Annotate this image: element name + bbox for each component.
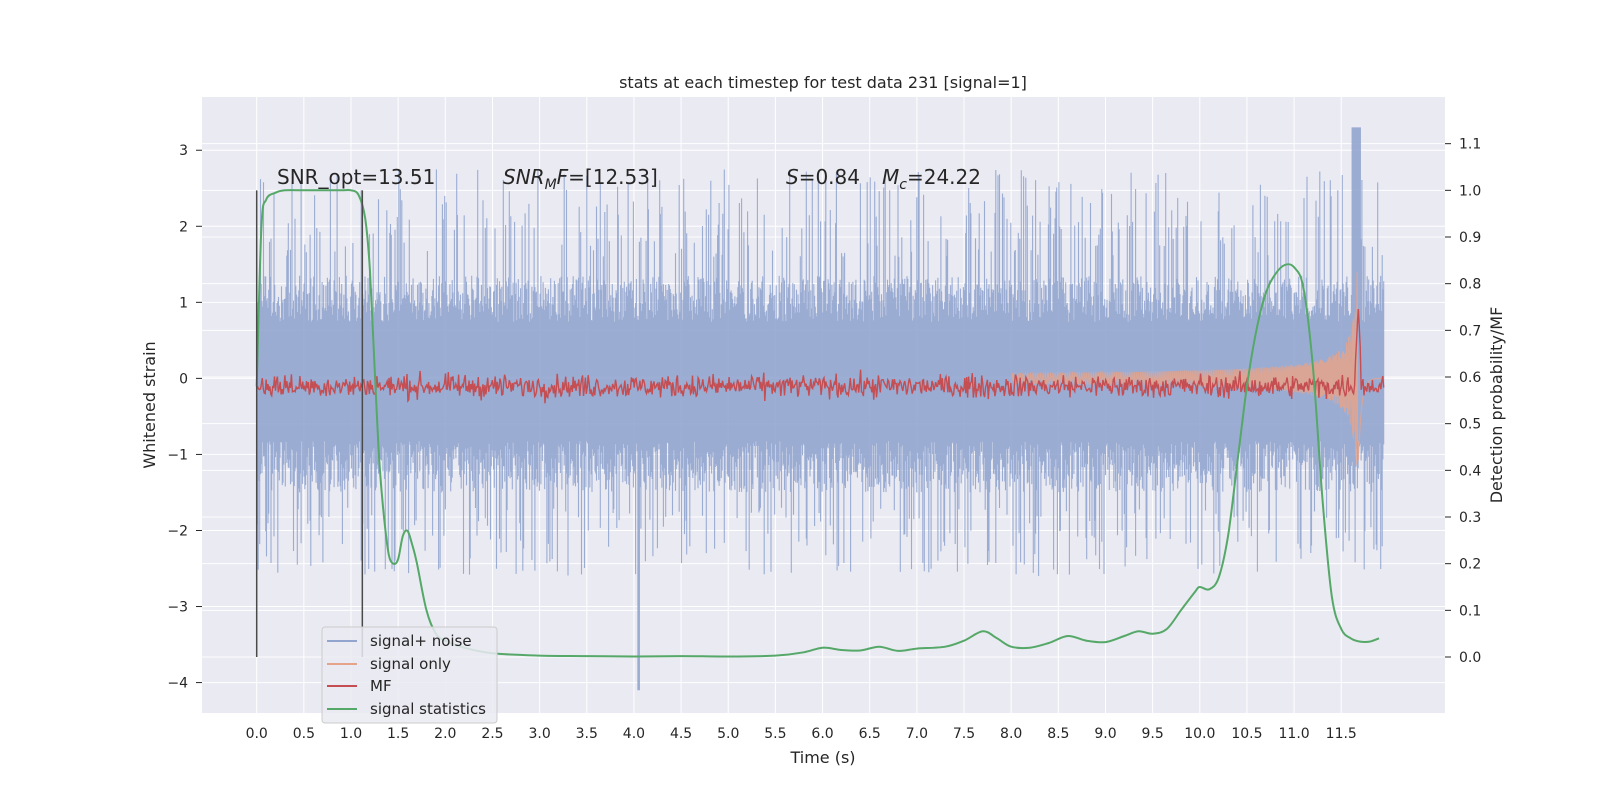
y2-tick-label: 0.1: [1459, 603, 1481, 619]
y-tick-label: −3: [167, 600, 188, 616]
y-tick-label: −1: [167, 447, 188, 463]
y-tick-label: −4: [167, 676, 188, 692]
annotation-s: S=0.84: [786, 165, 860, 189]
x-tick-label: 5.0: [717, 726, 739, 742]
x-tick-label: 1.5: [387, 726, 409, 742]
y2-tick-label: 0.8: [1459, 277, 1481, 293]
y2-axis-ticks: 1.1 1.0 0.9 0.8 0.7 0.6 0.5 0.4 0.3 0.2 0.1 0.0: [1445, 137, 1481, 666]
y-tick-label: −2: [167, 523, 188, 539]
y2-tick-label: 0.5: [1459, 417, 1481, 433]
x-tick-label: 8.0: [1000, 726, 1022, 742]
y-tick-label: 0: [179, 371, 188, 387]
x-tick-label: 0.5: [293, 726, 315, 742]
y2-tick-label: 0.3: [1459, 510, 1481, 526]
x-axis-label: Time (s): [789, 748, 855, 767]
y-tick-label: 1: [179, 295, 188, 311]
annotation-snr-mf-label: SNR: [503, 165, 545, 189]
x-tick-label: 2.5: [481, 726, 503, 742]
legend-label-signal-noise: signal+ noise: [370, 632, 472, 650]
chart-title: stats at each timestep for test data 231…: [619, 73, 1027, 92]
legend-label-signal-statistics: signal statistics: [370, 700, 486, 718]
x-tick-label: 5.5: [764, 726, 786, 742]
y2-tick-label: 0.4: [1459, 463, 1481, 479]
y2-tick-label: 0.2: [1459, 557, 1481, 573]
y2-tick-label: 0.6: [1459, 370, 1481, 386]
y2-tick-label: 1.0: [1459, 183, 1481, 199]
y2-tick-label: 0.7: [1459, 323, 1481, 339]
y-tick-label: 2: [179, 219, 188, 235]
x-tick-label: 0.0: [246, 726, 268, 742]
annotation-snr-mf: SNRMF=[12.53]: [503, 165, 658, 193]
legend-box: [321, 626, 498, 724]
x-tick-label: 6.5: [859, 726, 881, 742]
annotation-mc-label: M: [882, 165, 899, 189]
x-tick-label: 6.0: [811, 726, 833, 742]
y2-tick-label: 0.0: [1459, 650, 1481, 666]
x-tick-label: 2.0: [434, 726, 456, 742]
x-tick-label: 11.0: [1279, 726, 1310, 742]
x-axis-ticks: 0.0 0.5 1.0 1.5 2.0 2.5 3.0 3.5 4.0 4.5 5.0 5.5 6.0 6…: [246, 726, 1357, 742]
x-tick-label: 10.5: [1231, 726, 1262, 742]
y-axis-ticks: 3 2 1 0 −1 −2 −3 −4: [167, 143, 202, 692]
x-tick-label: 8.5: [1047, 726, 1069, 742]
legend: signal+ noise signal only MF signal stat…: [321, 626, 498, 724]
annotations: SNR_opt=13.51 SNRMF=[12.53] S=0.84 Mc=24…: [277, 165, 981, 193]
series-signal-statistics: [255, 188, 1380, 658]
annotation-snr-mf-value: =[12.53]: [568, 165, 658, 189]
x-tick-label: 7.5: [953, 726, 975, 742]
x-tick-label: 3.5: [576, 726, 598, 742]
annotation-snr-mf-sub: M: [545, 177, 557, 193]
y2-tick-label: 1.1: [1459, 137, 1481, 153]
y-tick-label: 3: [179, 143, 188, 159]
x-tick-label: 7.0: [906, 726, 928, 742]
annotation-snr-opt: SNR_opt=13.51: [277, 165, 435, 189]
plot-area: [255, 127, 1385, 691]
x-tick-label: 9.5: [1142, 726, 1164, 742]
y2-tick-label: 0.9: [1459, 230, 1481, 246]
annotation-snr-mf-suffix: F: [557, 165, 569, 189]
x-tick-label: 4.5: [670, 726, 692, 742]
annotation-mc-value: =24.22: [907, 165, 981, 189]
annotation-mc: Mc=24.22: [882, 165, 981, 193]
series-mf: [256, 309, 1385, 404]
x-tick-label: 4.0: [623, 726, 645, 742]
annotation-s-value: =0.84: [799, 165, 860, 189]
annotation-mc-sub: c: [899, 177, 907, 193]
series-signal-only: [1010, 271, 1384, 465]
x-tick-label: 3.0: [528, 726, 550, 742]
y2-axis-label: Detection probability/MF: [1487, 307, 1506, 504]
x-tick-label: 9.0: [1094, 726, 1116, 742]
legend-label-mf: MF: [370, 677, 392, 695]
x-tick-label: 11.5: [1326, 726, 1357, 742]
x-tick-label: 10.0: [1184, 726, 1215, 742]
legend-label-signal-only: signal only: [370, 655, 451, 673]
x-tick-label: 1.0: [340, 726, 362, 742]
annotation-s-label: S: [786, 165, 799, 189]
y-axis-label: Whitened strain: [140, 341, 159, 468]
